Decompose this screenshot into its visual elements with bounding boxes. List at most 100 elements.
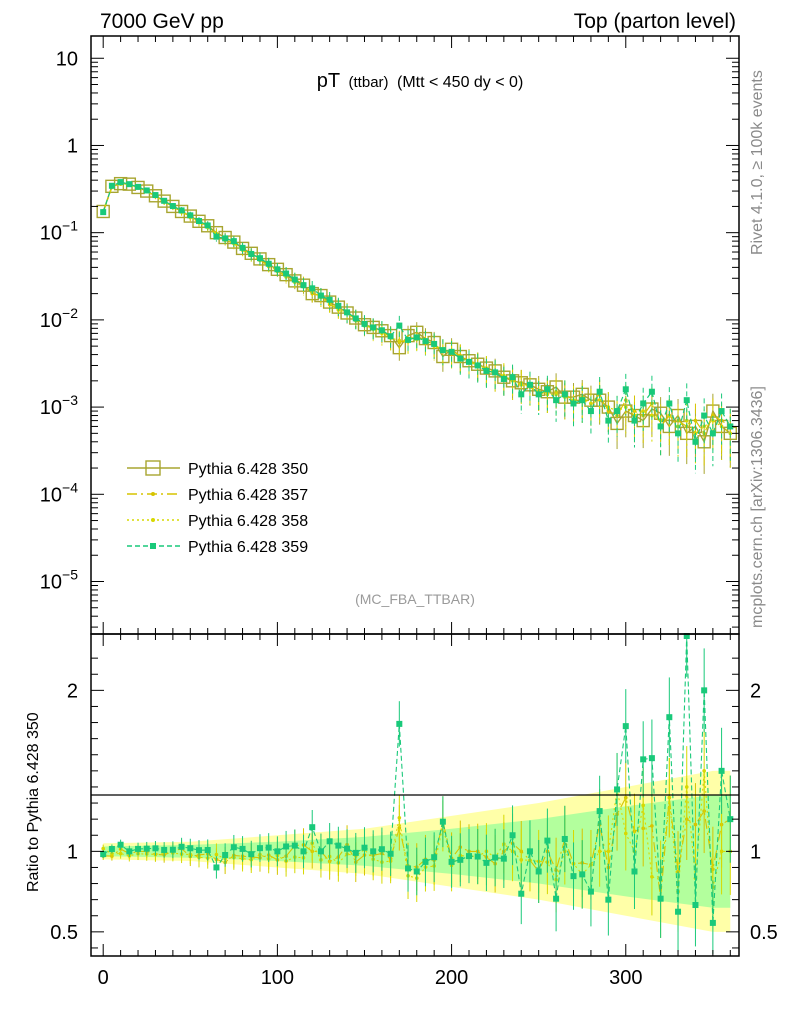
data-point-359 bbox=[361, 320, 368, 327]
ratio-point-359 bbox=[309, 824, 316, 831]
ratio-point-359 bbox=[431, 854, 438, 861]
header-right: Top (parton level) bbox=[574, 10, 736, 33]
data-point-359 bbox=[378, 327, 385, 334]
ratio-point-359 bbox=[657, 895, 664, 902]
ratio-ylabel: Ratio to Pythia 6.428 350 bbox=[25, 712, 42, 892]
data-point-359 bbox=[317, 292, 324, 299]
mcplots-label: mcplots.cern.ch [arXiv:1306.3436] bbox=[749, 386, 766, 628]
y-tick-base: 10 bbox=[40, 310, 62, 332]
ratio-point-359 bbox=[248, 851, 255, 858]
data-point-359 bbox=[709, 430, 716, 437]
data-point-359 bbox=[108, 182, 115, 189]
ratio-point-359 bbox=[204, 847, 211, 854]
ratio-point bbox=[118, 851, 123, 856]
ratio-point bbox=[101, 846, 105, 851]
legend-label: Pythia 6.428 350 bbox=[188, 461, 308, 478]
ratio-point-359 bbox=[326, 838, 333, 845]
data-point-359 bbox=[117, 179, 124, 186]
y-tick-base: 10 bbox=[40, 397, 62, 419]
data-point-350 bbox=[140, 184, 154, 198]
ratio-point-359 bbox=[466, 853, 472, 860]
data-point-359 bbox=[701, 412, 708, 419]
y-tick-label: 10−2 bbox=[40, 305, 78, 332]
ratio-point-359 bbox=[509, 832, 516, 839]
ratio-point-359 bbox=[300, 848, 307, 855]
ratio-point-359 bbox=[683, 633, 690, 639]
data-point bbox=[554, 392, 558, 397]
data-point-359 bbox=[500, 375, 507, 382]
data-point bbox=[650, 413, 654, 418]
y-tick-label: 10−4 bbox=[40, 479, 78, 506]
data-point-359 bbox=[526, 381, 533, 388]
y-tick-base: 10 bbox=[56, 48, 78, 70]
y-tick-base: 10 bbox=[40, 571, 62, 593]
y-tick-exponent: −5 bbox=[62, 566, 78, 582]
data-point bbox=[711, 413, 715, 418]
ratio-point-359 bbox=[317, 848, 324, 855]
ratio-point-359 bbox=[526, 848, 533, 855]
ratio-point bbox=[597, 849, 602, 854]
ratio-point-359 bbox=[561, 835, 568, 842]
ratio-y-tick-label-left: 1 bbox=[67, 841, 78, 863]
ratio-point-359 bbox=[648, 755, 655, 762]
data-point-350 bbox=[174, 204, 189, 219]
ratio-point-359 bbox=[274, 848, 281, 855]
data-point-359 bbox=[596, 388, 603, 395]
data-point-359 bbox=[570, 400, 577, 407]
ratio-point-359 bbox=[492, 854, 499, 861]
ratio-point-359 bbox=[727, 816, 734, 823]
ratio-point-359 bbox=[222, 852, 229, 859]
ratio-point bbox=[702, 769, 706, 773]
ratio-point bbox=[397, 816, 402, 820]
ratio-point-359 bbox=[413, 868, 420, 875]
data-point bbox=[684, 418, 689, 423]
data-point-359 bbox=[431, 340, 438, 347]
ratio-y-tick-label-right: 2 bbox=[750, 680, 761, 702]
data-point-359 bbox=[326, 296, 333, 303]
ratio-point-359 bbox=[187, 845, 194, 852]
ratio-point-359 bbox=[396, 720, 403, 727]
data-point-359 bbox=[579, 397, 586, 404]
ratio-point-359 bbox=[370, 848, 377, 855]
data-point-350 bbox=[235, 241, 250, 256]
ratio-point-359 bbox=[152, 845, 159, 852]
x-tick-label: 0 bbox=[98, 967, 109, 989]
y-tick-base: 1 bbox=[67, 135, 78, 157]
data-point-359 bbox=[300, 282, 307, 289]
ratio-point-359 bbox=[570, 873, 577, 880]
data-point-359 bbox=[474, 362, 481, 369]
ratio-point-359 bbox=[457, 856, 464, 863]
ratio-point-359 bbox=[631, 868, 638, 875]
data-point-359 bbox=[283, 270, 290, 277]
data-point-359 bbox=[631, 417, 638, 424]
ratio-point-359 bbox=[474, 853, 481, 860]
rivet-label: Rivet 4.1.0, ≥ 100k events bbox=[749, 70, 766, 255]
ratio-point-359 bbox=[718, 767, 725, 774]
data-point-350 bbox=[166, 199, 180, 214]
ratio-y-tick-label-right: 0.5 bbox=[750, 922, 778, 944]
legend-marker bbox=[150, 543, 156, 549]
data-point-359 bbox=[256, 255, 263, 262]
x-tick-label: 200 bbox=[435, 967, 468, 989]
y-tick-exponent: −3 bbox=[62, 392, 78, 408]
y-tick-base: 10 bbox=[40, 223, 62, 245]
data-point-359 bbox=[718, 408, 725, 415]
y-tick-label: 10 bbox=[56, 48, 78, 70]
data-point bbox=[606, 409, 611, 413]
ratio-point-359 bbox=[692, 902, 699, 909]
ratio-point bbox=[110, 851, 114, 856]
data-point-359 bbox=[248, 250, 255, 257]
data-point-359 bbox=[640, 400, 647, 407]
legend: Pythia 6.428 350 Pythia 6.428 357 Pythia 6… bbox=[127, 460, 308, 556]
data-point-359 bbox=[466, 358, 472, 365]
y-tick-label: 1 bbox=[67, 135, 78, 157]
ratio-point bbox=[667, 795, 672, 800]
data-point-350 bbox=[157, 194, 171, 208]
plot-title-cut: (Mtt < 450 dy < 0) bbox=[397, 74, 523, 91]
x-tick-label: 300 bbox=[609, 967, 642, 989]
legend-marker bbox=[151, 492, 155, 496]
ratio-point bbox=[214, 852, 219, 857]
data-point-359 bbox=[222, 235, 229, 242]
data-point-359 bbox=[239, 244, 246, 251]
